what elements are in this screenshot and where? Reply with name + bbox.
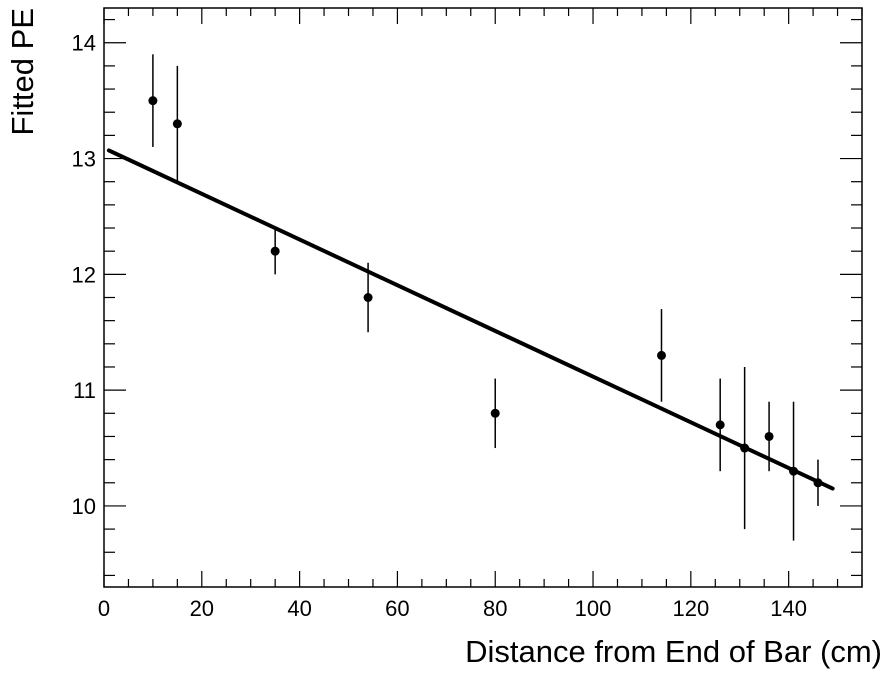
y-tick-label: 11 <box>73 378 96 403</box>
x-axis: 0 20 40 60 80 100 120 140 <box>98 8 863 621</box>
data-point <box>148 96 158 106</box>
y-axis: 10 11 12 13 14 <box>72 18 862 577</box>
data-point <box>740 443 750 453</box>
y-tick-label: 12 <box>72 262 96 287</box>
data-point <box>764 431 774 441</box>
x-tick-label: 100 <box>575 596 612 621</box>
y-axis-title: Fitted PE <box>5 8 40 136</box>
x-tick-label: 0 <box>98 596 110 621</box>
data-point <box>789 466 799 476</box>
data-point <box>715 420 725 430</box>
x-tick-label: 60 <box>385 596 409 621</box>
data-point <box>813 478 823 488</box>
y-tick-label: 13 <box>72 147 96 172</box>
data-point <box>363 293 373 302</box>
data-point <box>270 246 280 256</box>
data-point <box>172 119 182 129</box>
x-tick-label: 20 <box>190 596 214 621</box>
y-tick-label: 14 <box>72 31 96 56</box>
y-tick-label: 10 <box>72 494 96 519</box>
x-tick-label: 40 <box>287 596 311 621</box>
plot-border <box>103 7 863 588</box>
data-point <box>656 350 666 360</box>
data-points-layer <box>148 54 823 541</box>
data-point <box>490 408 500 418</box>
plot-frame <box>103 7 863 588</box>
x-tick-label: 120 <box>672 596 709 621</box>
x-tick-label: 80 <box>483 596 507 621</box>
fit-line <box>106 148 835 491</box>
fit-line-layer <box>106 148 835 491</box>
x-axis-title: Distance from End of Bar (cm) <box>465 634 882 669</box>
x-tick-label: 140 <box>770 596 807 621</box>
